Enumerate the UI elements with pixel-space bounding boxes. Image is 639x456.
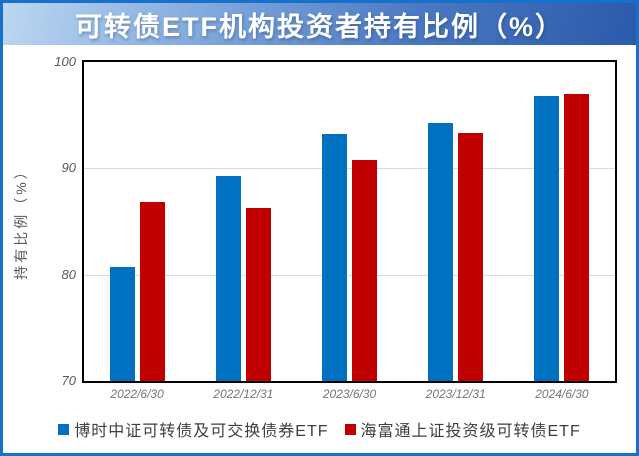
- chart-title-bar: 可转债ETF机构投资者持有比例（%）: [3, 3, 636, 45]
- legend-item: 博时中证可转债及可交换债券ETF: [58, 417, 328, 441]
- gridline: [84, 168, 615, 170]
- plot-area: [82, 60, 617, 383]
- bar-series2-2022/12/31: [245, 207, 271, 381]
- bar-series1-2023/6/30: [322, 134, 347, 381]
- bar-series1-2022/12/31: [215, 175, 241, 381]
- legend-label: 博时中证可转债及可交换债券ETF: [74, 423, 329, 440]
- page-title: 可转债ETF机构投资者持有比例（%）: [74, 11, 564, 42]
- y-axis-title: 持有比例（%）: [13, 162, 29, 280]
- x-tick-label: 2022/12/31: [213, 387, 274, 401]
- x-tick-label: 2024/6/30: [535, 387, 589, 401]
- bar-series2-2023/6/30: [352, 159, 377, 381]
- x-tick-label: 2022/6/30: [110, 387, 164, 401]
- y-tick-label: 70: [61, 373, 76, 388]
- legend-label: 海富通上证投资级可转债ETF: [360, 423, 581, 440]
- y-tick-label: 80: [61, 266, 76, 282]
- gridline: [84, 274, 615, 276]
- bar-series1-2023/12/31: [428, 122, 454, 381]
- legend-swatch-icon: [344, 423, 356, 435]
- x-tick-label: 2023/6/30: [322, 387, 377, 401]
- legend-item: 海富通上证投资级可转债ETF: [344, 417, 581, 441]
- legend-swatch-icon: [58, 423, 70, 435]
- x-tick-label: 2023/12/31: [425, 387, 486, 401]
- y-tick-label: 100: [54, 54, 76, 69]
- chart-area: 持有比例（%） 70 80 90 100 2022/6/30 2022/12/31 202…: [3, 45, 636, 453]
- bar-series2-2022/6/30: [139, 202, 165, 381]
- bar-series1-2024/6/30: [534, 96, 560, 381]
- bar-series1-2022/6/30: [109, 267, 135, 381]
- bar-series2-2023/12/31: [458, 133, 484, 381]
- bar-series2-2024/6/30: [564, 93, 590, 381]
- y-tick-label: 90: [61, 160, 76, 176]
- legend: 博时中证可转债及可交换债券ETF 海富通上证投资级可转债ETF: [3, 417, 636, 441]
